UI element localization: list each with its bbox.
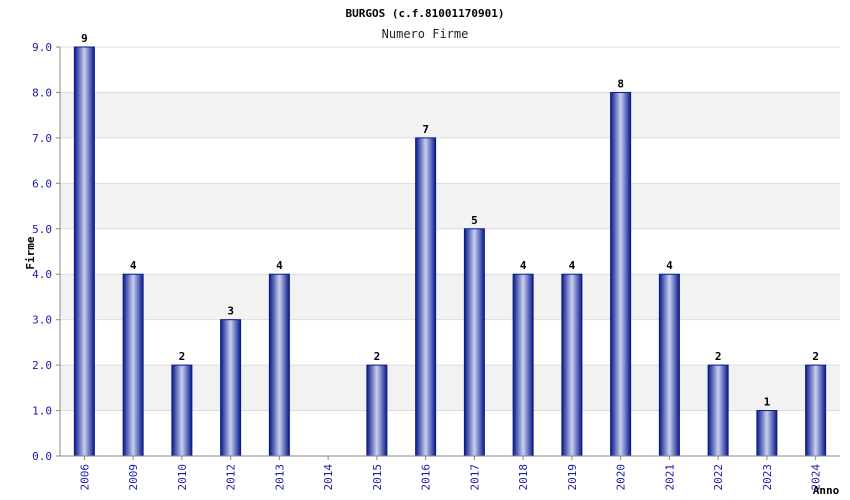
data-label-2024: 2 (812, 350, 819, 363)
data-label-2009: 4 (130, 259, 137, 272)
y-tick-label: 8.0 (32, 86, 52, 99)
y-tick-label: 5.0 (32, 223, 52, 236)
data-labels: 9 4 2 3 4 2 7 5 4 4 8 4 2 1 2 (81, 32, 819, 409)
x-tick-label-2020: 2020 (615, 464, 628, 491)
bar-2016 (415, 137, 437, 457)
bar-2022 (707, 364, 729, 457)
x-tick-label-2018: 2018 (517, 464, 530, 491)
bar-2021 (658, 273, 680, 457)
bar-2006 (73, 46, 95, 457)
data-label-2012: 3 (227, 305, 234, 318)
data-label-2013: 4 (276, 259, 283, 272)
chart-title: BURGOS (c.f.81001170901) (346, 7, 505, 20)
data-label-2018: 4 (520, 259, 527, 272)
y-axis-label: Firme (24, 236, 37, 269)
x-tick-label-2022: 2022 (712, 464, 725, 491)
x-tick-label-2016: 2016 (420, 464, 433, 491)
y-tick-labels: 0.0 1.0 2.0 3.0 4.0 5.0 6.0 7.0 8.0 9.0 (32, 41, 60, 463)
y-tick-label: 7.0 (32, 132, 52, 145)
x-tick-label-2014: 2014 (322, 464, 335, 491)
data-label-2021: 4 (666, 259, 673, 272)
bar-2017 (463, 228, 485, 457)
axes (59, 47, 840, 457)
data-label-2015: 2 (374, 350, 381, 363)
bar-2024 (805, 364, 827, 457)
bar-2023 (756, 410, 778, 457)
grid-band (60, 183, 840, 229)
chart-subtitle: Numero Firme (382, 27, 469, 41)
x-tick-label-2013: 2013 (273, 464, 286, 491)
x-tick-label-2017: 2017 (468, 464, 481, 491)
x-tick-label-2019: 2019 (566, 464, 579, 491)
x-tick-label-2012: 2012 (225, 464, 238, 491)
x-tick-label-2009: 2009 (127, 464, 140, 491)
data-label-2022: 2 (715, 350, 722, 363)
data-label-2020: 8 (617, 77, 624, 90)
x-tick-labels: 2006 2009 2010 2012 2013 2014 2015 2016 2017 2018… (78, 456, 823, 491)
grid-band (60, 274, 840, 320)
y-tick-label: 1.0 (32, 405, 52, 418)
x-tick-label-2010: 2010 (176, 464, 189, 491)
y-tick-label: 6.0 (32, 177, 52, 190)
data-label-2010: 2 (179, 350, 186, 363)
bar-2015 (366, 364, 388, 457)
x-axis-label: Anno (813, 484, 840, 497)
x-tick-label-2021: 2021 (663, 464, 676, 491)
data-label-2017: 5 (471, 214, 478, 227)
data-label-2016: 7 (422, 123, 429, 136)
data-label-2006: 9 (81, 32, 88, 45)
y-tick-label: 2.0 (32, 359, 52, 372)
data-label-2023: 1 (764, 396, 771, 409)
grid-bands (60, 92, 840, 411)
bar-2020 (610, 91, 632, 457)
bar-2009 (122, 273, 144, 457)
x-tick-label-2015: 2015 (371, 464, 384, 491)
bar-2012 (220, 319, 242, 457)
x-tick-label-2024: 2024 (810, 464, 823, 491)
y-tick-label: 9.0 (32, 41, 52, 54)
x-tick-label-2023: 2023 (761, 464, 774, 491)
bar-series (73, 46, 827, 457)
y-tick-label: 0.0 (32, 450, 52, 463)
bar-2013 (268, 273, 290, 457)
bar-2019 (561, 273, 583, 457)
y-tick-label: 3.0 (32, 314, 52, 327)
y-tick-label: 4.0 (32, 268, 52, 281)
x-tick-label-2006: 2006 (78, 464, 91, 491)
bar-2010 (171, 364, 193, 457)
grid-band (60, 92, 840, 138)
data-label-2019: 4 (569, 259, 576, 272)
bar-2018 (512, 273, 534, 457)
